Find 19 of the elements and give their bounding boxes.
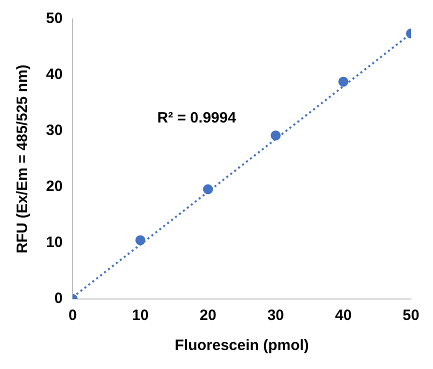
point	[338, 76, 348, 87]
y-tick-label: 40	[46, 66, 63, 84]
y-tick-label: 30	[46, 122, 63, 140]
x-tick-label: 30	[267, 307, 284, 324]
point	[203, 184, 214, 194]
x-tick-label: 40	[334, 307, 352, 324]
y-tick-label: 0	[54, 290, 63, 308]
x-axis-title: Fluorescein (pmol)	[174, 337, 309, 354]
y-tick-label: 50	[46, 10, 63, 28]
y-tick-label: 20	[46, 178, 63, 196]
x-tick-label: 10	[132, 307, 149, 324]
point	[270, 130, 281, 140]
x-tick-label: 0	[68, 307, 77, 324]
point	[135, 235, 146, 246]
x-tick-label: 20	[200, 307, 216, 324]
y-axis-title: RFU (Ex/Em = 485/525 nm)	[14, 64, 32, 254]
y-tick-label: 10	[46, 234, 63, 252]
annotation: R² = 0.9994	[157, 110, 237, 127]
x-tick-label: 50	[402, 307, 420, 324]
